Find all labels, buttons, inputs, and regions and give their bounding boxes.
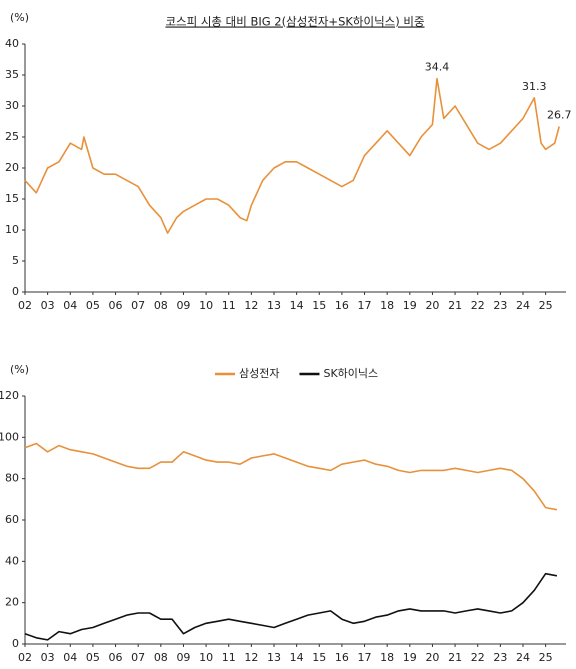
- y-tick-label: 20: [5, 161, 19, 174]
- y-axis-label: (%): [10, 363, 29, 376]
- x-tick-label: 02: [18, 299, 32, 312]
- x-tick-label: 16: [335, 651, 349, 664]
- x-tick-label: 18: [380, 651, 394, 664]
- x-tick-label: 15: [312, 651, 326, 664]
- x-tick-label: 23: [493, 299, 507, 312]
- x-tick-label: 17: [358, 651, 372, 664]
- x-tick-label: 19: [403, 299, 417, 312]
- x-tick-label: 16: [335, 299, 349, 312]
- y-tick-label: 100: [0, 430, 19, 443]
- x-tick-label: 07: [131, 651, 145, 664]
- x-tick-label: 12: [244, 299, 258, 312]
- x-tick-label: 24: [516, 299, 530, 312]
- y-tick-label: 40: [5, 554, 19, 567]
- x-tick-label: 08: [154, 299, 168, 312]
- x-tick-label: 14: [290, 299, 304, 312]
- x-tick-label: 06: [109, 299, 123, 312]
- series-line: [24, 77, 560, 234]
- y-tick-label: 60: [5, 513, 19, 526]
- x-tick-label: 11: [222, 651, 236, 664]
- x-tick-label: 18: [380, 299, 394, 312]
- series-line: [24, 442, 558, 511]
- x-tick-label: 02: [18, 651, 32, 664]
- x-tick-label: 03: [41, 299, 55, 312]
- x-tick-label: 13: [267, 299, 281, 312]
- x-tick-label: 05: [86, 299, 100, 312]
- x-tick-label: 14: [290, 651, 304, 664]
- annotation: 34.4: [425, 61, 450, 74]
- legend-label: SK하이닉스: [323, 366, 378, 380]
- y-tick-label: 5: [12, 254, 19, 267]
- x-tick-label: 08: [154, 651, 168, 664]
- x-tick-label: 25: [539, 299, 553, 312]
- x-tick-label: 11: [222, 299, 236, 312]
- y-tick-label: 120: [0, 389, 19, 402]
- x-tick-label: 10: [199, 651, 213, 664]
- y-tick-label: 40: [5, 37, 19, 50]
- x-tick-label: 17: [358, 299, 372, 312]
- x-tick-label: 12: [244, 651, 258, 664]
- x-tick-label: 23: [493, 651, 507, 664]
- y-tick-label: 25: [5, 130, 19, 143]
- x-tick-label: 22: [471, 651, 485, 664]
- x-tick-label: 19: [403, 651, 417, 664]
- x-tick-label: 24: [516, 651, 530, 664]
- y-tick-label: 35: [5, 68, 19, 81]
- series-line: [24, 572, 558, 641]
- x-tick-label: 07: [131, 299, 145, 312]
- x-tick-label: 15: [312, 299, 326, 312]
- annotation: 31.3: [522, 80, 547, 93]
- annotation: 26.7: [547, 108, 572, 121]
- x-tick-label: 20: [425, 651, 439, 664]
- chart-title: 코스피 시총 대비 BIG 2(삼성전자+SK하이닉스) 비중: [165, 15, 424, 29]
- x-tick-label: 21: [448, 299, 462, 312]
- x-tick-label: 05: [86, 651, 100, 664]
- legend-label: 삼성전자: [239, 367, 279, 380]
- x-tick-label: 04: [63, 299, 77, 312]
- x-tick-label: 09: [176, 299, 190, 312]
- y-tick-label: 0: [12, 637, 19, 650]
- x-tick-label: 09: [176, 651, 190, 664]
- x-tick-label: 03: [41, 651, 55, 664]
- x-tick-label: 06: [109, 651, 123, 664]
- x-tick-label: 25: [539, 651, 553, 664]
- y-tick-label: 30: [5, 99, 19, 112]
- x-tick-label: 21: [448, 651, 462, 664]
- x-tick-label: 13: [267, 651, 281, 664]
- y-tick-label: 0: [12, 285, 19, 298]
- y-tick-label: 80: [5, 472, 19, 485]
- y-tick-label: 20: [5, 596, 19, 609]
- x-tick-label: 04: [63, 651, 77, 664]
- x-tick-label: 22: [471, 299, 485, 312]
- x-tick-label: 20: [425, 299, 439, 312]
- y-tick-label: 10: [5, 223, 19, 236]
- y-tick-label: 15: [5, 192, 19, 205]
- y-axis-label: (%): [10, 11, 29, 24]
- x-tick-label: 10: [199, 299, 213, 312]
